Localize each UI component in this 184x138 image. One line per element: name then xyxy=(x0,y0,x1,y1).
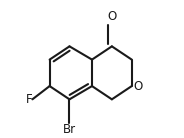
Text: O: O xyxy=(133,80,142,93)
Text: Br: Br xyxy=(63,123,76,136)
Text: F: F xyxy=(26,93,32,106)
Text: O: O xyxy=(107,10,116,22)
